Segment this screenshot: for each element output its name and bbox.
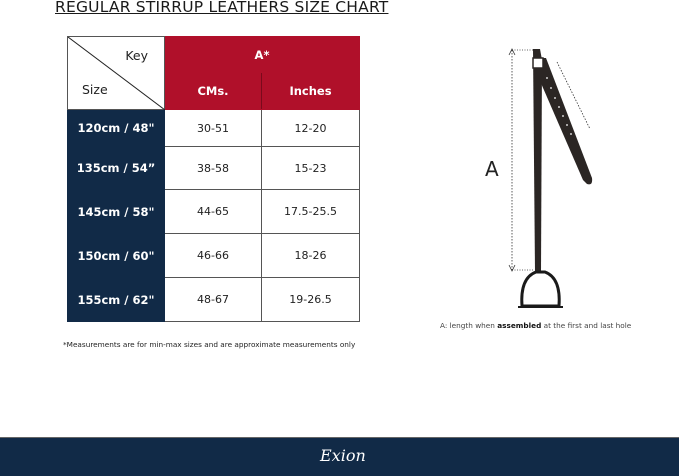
measurement-arrow-a [508,48,533,272]
footer-bar: Exion [0,437,679,476]
diagonal-divider [68,37,165,110]
inches-cell: 15-23 [260,146,361,190]
page-title: REGULAR STIRRUP LEATHERS SIZE CHART [55,0,389,16]
cms-cell: 46-66 [164,233,262,278]
inches-cell: 19-26.5 [260,277,361,322]
table-row: 145cm / 58" 44-65 17.5-25.5 [67,189,361,234]
size-cell: 120cm / 48" [67,109,165,147]
table-row: 120cm / 48" 30-51 12-20 [67,109,361,147]
strap-holes [546,77,572,135]
dimension-label-a: A [485,157,499,181]
caption-bold-text: assembled [497,321,542,330]
group-header-a: A* [163,36,361,73]
caption-text-end: at the first and last hole [541,321,632,330]
size-cell: 150cm / 60" [67,233,165,278]
corner-header-cell: Key Size [67,36,165,110]
adjustment-arrow [556,61,591,130]
diagram-caption: A: length when assembled at the first an… [440,321,631,330]
table-row: 155cm / 62" 48-67 19-26.5 [67,277,361,322]
size-cell: 155cm / 62" [67,277,165,322]
size-cell: 145cm / 58" [67,189,165,234]
cms-cell: 30-51 [164,109,262,147]
stirrup-iron [520,270,561,308]
caption-text: A: length when [440,321,498,330]
strap-shape [532,49,593,272]
key-label: Key [125,48,148,63]
stirrup-leather-diagram [508,48,593,308]
size-label: Size [82,82,108,97]
size-cell: 135cm / 54” [67,146,165,190]
brand-logo: Exion [320,446,366,465]
column-header-inches: Inches [260,72,361,110]
table-row: 135cm / 54” 38-58 15-23 [67,146,361,190]
size-chart-table: Key Size A* CMs. Inches 120cm / 48" 30-5… [67,36,361,322]
footnote: *Measurements are for min-max sizes and … [63,340,356,349]
